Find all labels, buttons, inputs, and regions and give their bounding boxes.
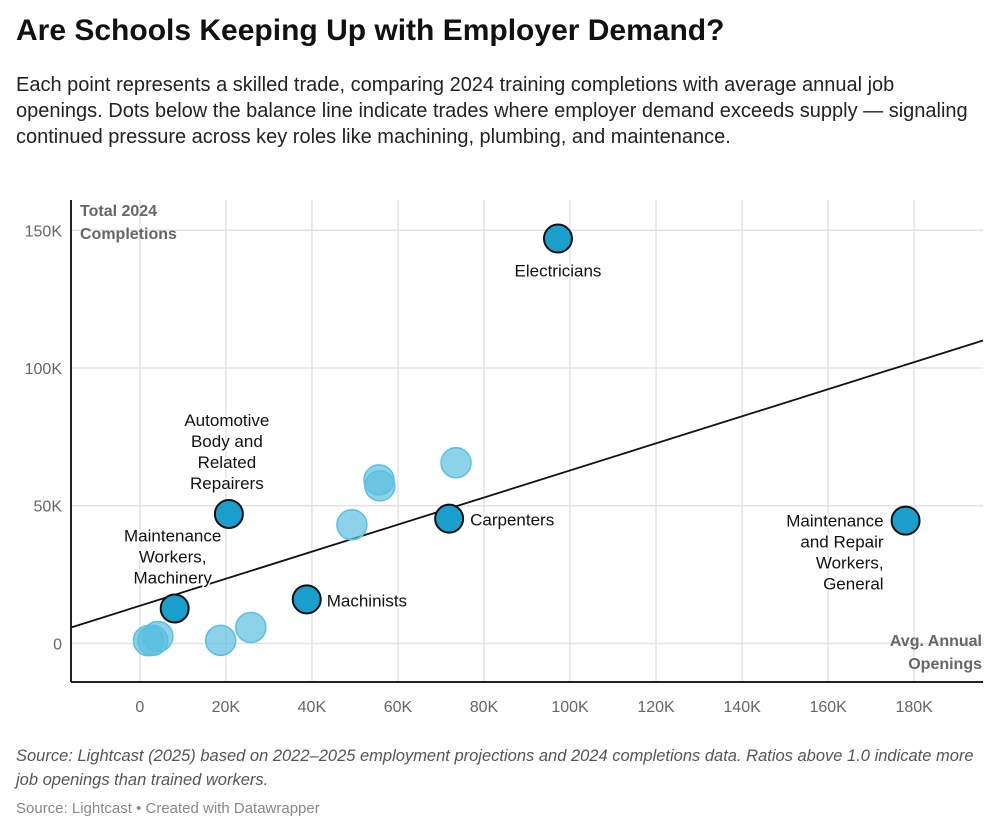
- data-label: Automotive: [184, 411, 269, 430]
- data-point: [440, 447, 472, 479]
- y-tick-label: 150K: [25, 223, 63, 240]
- y-tick-label: 100K: [25, 361, 63, 378]
- data-label: Repairers: [190, 474, 264, 493]
- x-tick-label: 80K: [470, 699, 499, 716]
- data-point: [336, 508, 368, 541]
- data-label: Carpenters: [470, 511, 554, 530]
- data-point-highlighted: [542, 223, 573, 254]
- data-point: [235, 611, 267, 644]
- x-axis-title: Avg. Annual: [890, 633, 982, 650]
- data-label: Maintenance: [786, 512, 883, 531]
- y-axis-title: Total 2024: [80, 203, 157, 220]
- data-point-highlighted: [159, 593, 190, 624]
- x-tick-label: 0: [135, 699, 144, 716]
- data-label: Maintenance: [124, 526, 221, 545]
- y-axis-title: Completions: [80, 226, 177, 243]
- data-point-highlighted: [890, 505, 921, 536]
- data-label: and Repair: [800, 533, 884, 552]
- y-tick-label: 50K: [34, 499, 63, 516]
- balance-line: [70, 339, 984, 629]
- data-label: Workers,: [139, 547, 207, 566]
- chart-notes: Source: Lightcast (2025) based on 2022–2…: [16, 747, 974, 789]
- x-tick-label: 140K: [723, 699, 761, 716]
- data-label: Body and: [191, 432, 263, 451]
- chart-credit: Source: Lightcast • Created with Datawra…: [16, 800, 320, 817]
- x-tick-label: 160K: [809, 699, 847, 716]
- data-point-highlighted: [213, 498, 244, 529]
- data-point-highlighted: [291, 584, 322, 615]
- x-tick-label: 60K: [384, 699, 413, 716]
- x-tick-label: 40K: [298, 699, 327, 716]
- data-label: Workers,: [816, 554, 884, 573]
- data-label: General: [823, 575, 883, 594]
- x-axis-title: Openings: [908, 656, 982, 673]
- data-point: [204, 624, 237, 657]
- data-point: [132, 624, 165, 657]
- y-tick-label: 0: [53, 636, 62, 653]
- chart-subtitle: Each point represents a skilled trade, c…: [16, 74, 968, 148]
- data-point: [364, 470, 396, 502]
- x-tick-label: 180K: [895, 699, 933, 716]
- data-label: Related: [198, 453, 257, 472]
- data-label: Machinists: [327, 591, 407, 610]
- chart-title: Are Schools Keeping Up with Employer Dem…: [16, 14, 725, 47]
- data-label: Electricians: [515, 262, 602, 281]
- x-tick-label: 100K: [551, 699, 589, 716]
- x-tick-label: 120K: [637, 699, 675, 716]
- x-tick-label: 20K: [212, 699, 241, 716]
- data-point-highlighted: [434, 503, 465, 534]
- data-label: Machinery: [133, 568, 212, 587]
